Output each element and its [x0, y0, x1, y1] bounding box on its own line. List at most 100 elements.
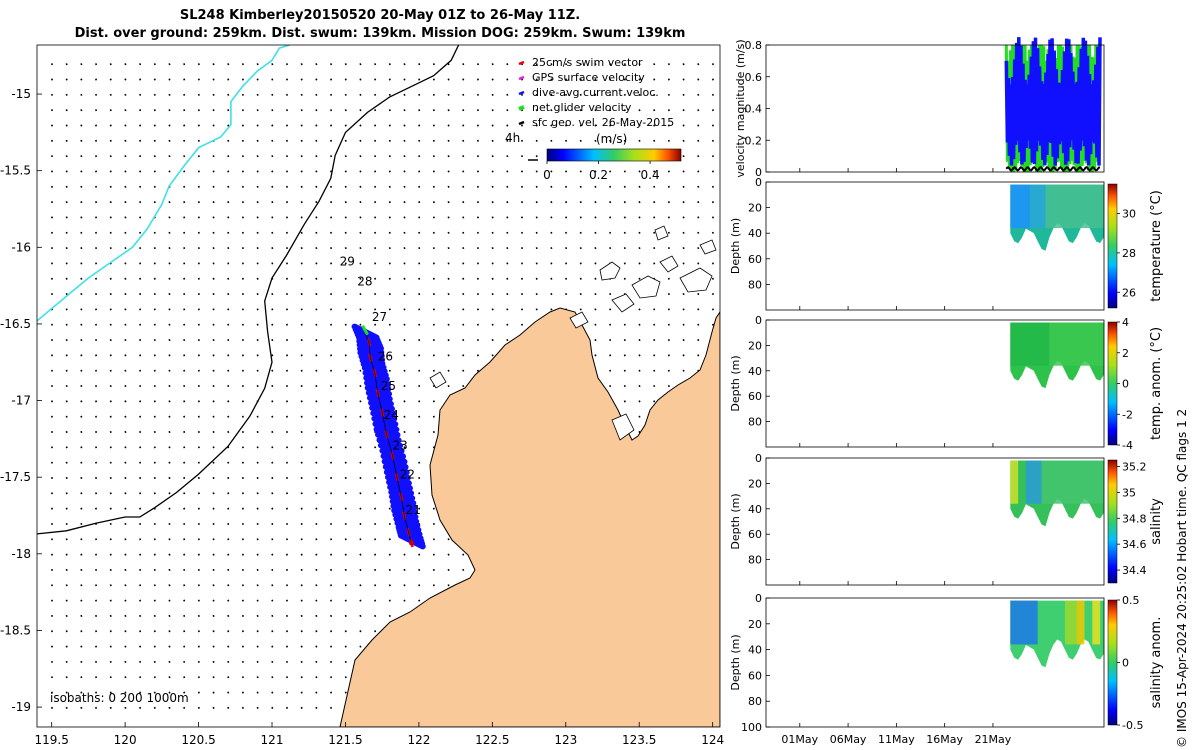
- sfc-velocity-arrow: [124, 691, 127, 694]
- sfc-velocity-arrow: [300, 231, 303, 234]
- sfc-velocity-arrow: [183, 415, 186, 418]
- sfc-velocity-arrow: [447, 63, 450, 66]
- sfc-velocity-arrow: [330, 109, 333, 112]
- sfc-velocity-arrow: [271, 231, 274, 234]
- sfc-velocity-arrow: [183, 492, 186, 495]
- sfc-velocity-arrow: [418, 369, 421, 372]
- sfc-velocity-arrow: [80, 323, 83, 326]
- sfc-velocity-arrow: [315, 323, 318, 326]
- sfc-velocity-arrow: [271, 400, 274, 403]
- sfc-velocity-arrow: [95, 185, 98, 188]
- sfc-velocity-arrow: [418, 492, 421, 495]
- legend-swatch: [518, 90, 525, 96]
- sfc-velocity-arrow: [520, 185, 524, 188]
- sfc-velocity-arrow: [462, 170, 465, 173]
- sfc-velocity-arrow: [594, 323, 597, 326]
- sfc-velocity-arrow: [653, 354, 656, 357]
- sfc-velocity-arrow: [447, 292, 450, 296]
- sfc-velocity-arrow: [65, 538, 68, 541]
- sfc-velocity-arrow: [65, 308, 68, 311]
- sfc-velocity-arrow: [638, 109, 641, 112]
- sfc-velocity-arrow: [109, 323, 112, 326]
- sfc-velocity-arrow: [285, 124, 289, 127]
- sfc-velocity-arrow: [330, 415, 333, 418]
- sfc-velocity-arrow: [506, 262, 509, 265]
- sfc-velocity-arrow: [638, 369, 641, 372]
- sfc-velocity-arrow: [697, 93, 700, 96]
- sfc-velocity-arrow: [256, 507, 259, 510]
- sfc-velocity-arrow: [285, 522, 289, 526]
- sfc-velocity-arrow: [711, 201, 715, 204]
- sfc-velocity-arrow: [667, 231, 670, 234]
- sfc-velocity-arrow: [491, 124, 494, 127]
- sfc-velocity-arrow: [300, 139, 303, 142]
- sfc-velocity-arrow: [506, 247, 509, 250]
- sfc-velocity-arrow: [80, 614, 83, 618]
- sfc-velocity-arrow: [227, 476, 230, 480]
- sfc-velocity-arrow: [271, 308, 274, 311]
- sfc-velocity-arrow: [168, 584, 171, 587]
- sfc-velocity-arrow: [403, 568, 406, 572]
- sfc-velocity-arrow: [256, 384, 259, 388]
- sfc-velocity-arrow: [212, 630, 215, 633]
- sfc-velocity-arrow: [227, 63, 230, 66]
- sfc-velocity-arrow: [711, 139, 715, 142]
- sfc-velocity-arrow: [139, 63, 142, 66]
- sfc-velocity-arrow: [183, 354, 186, 357]
- sfc-velocity-arrow: [50, 262, 54, 265]
- sfc-velocity-arrow: [476, 216, 479, 219]
- sfc-velocity-arrow: [65, 323, 68, 326]
- sfc-velocity-arrow: [241, 446, 244, 449]
- day-label: 26: [378, 350, 393, 364]
- sfc-velocity-arrow: [95, 78, 98, 81]
- sfc-velocity-arrow: [168, 476, 171, 480]
- sfc-velocity-arrow: [374, 522, 377, 526]
- sfc-velocity-arrow: [447, 124, 450, 127]
- sfc-velocity-arrow: [256, 63, 259, 66]
- y-tick-label: 80: [748, 695, 762, 708]
- sfc-velocity-arrow: [330, 323, 333, 326]
- sfc-velocity-arrow: [344, 415, 347, 418]
- sfc-velocity-arrow: [315, 384, 318, 388]
- isobath-1000m: [37, 45, 290, 322]
- sfc-velocity-arrow: [315, 185, 318, 188]
- sfc-velocity-arrow: [535, 216, 538, 219]
- legend-swatch: [518, 120, 525, 126]
- sfc-velocity-arrow: [697, 262, 700, 265]
- sfc-velocity-arrow: [344, 446, 347, 449]
- sfc-velocity-arrow: [95, 584, 98, 587]
- sfc-velocity-arrow: [241, 231, 244, 234]
- sfc-velocity-arrow: [227, 185, 230, 188]
- sfc-velocity-arrow: [550, 292, 553, 296]
- sfc-velocity-arrow: [124, 185, 127, 188]
- sfc-velocity-arrow: [418, 231, 421, 234]
- sfc-velocity-arrow: [139, 538, 142, 541]
- sfc-velocity-arrow: [476, 93, 479, 96]
- sfc-velocity-arrow: [565, 247, 568, 250]
- sfc-velocity-arrow: [550, 247, 553, 250]
- sfc-velocity-arrow: [462, 354, 465, 357]
- sfc-velocity-arrow: [315, 538, 318, 541]
- sfc-velocity-arrow: [388, 568, 391, 572]
- sfc-velocity-arrow: [153, 78, 156, 81]
- sfc-velocity-arrow: [535, 308, 538, 311]
- sfc-velocity-arrow: [667, 78, 670, 81]
- sfc-velocity-arrow: [197, 584, 200, 587]
- sfc-velocity-arrow: [535, 93, 538, 96]
- sfc-velocity-arrow: [520, 216, 524, 219]
- sfc-velocity-arrow: [168, 170, 171, 173]
- isobaths-label: isobaths: 0 200 1000m: [50, 691, 189, 705]
- sfc-velocity-arrow: [256, 93, 259, 96]
- sfc-velocity-arrow: [432, 170, 435, 173]
- sfc-velocity-arrow: [168, 109, 171, 112]
- sfc-velocity-arrow: [197, 231, 200, 234]
- sfc-velocity-arrow: [95, 247, 98, 250]
- sfc-velocity-arrow: [300, 599, 303, 602]
- sfc-velocity-arrow: [697, 323, 700, 326]
- sfc-velocity-arrow: [168, 415, 171, 418]
- sfc-velocity-arrow: [623, 93, 626, 96]
- sfc-velocity-arrow: [330, 170, 333, 173]
- sfc-velocity-arrow: [403, 139, 406, 142]
